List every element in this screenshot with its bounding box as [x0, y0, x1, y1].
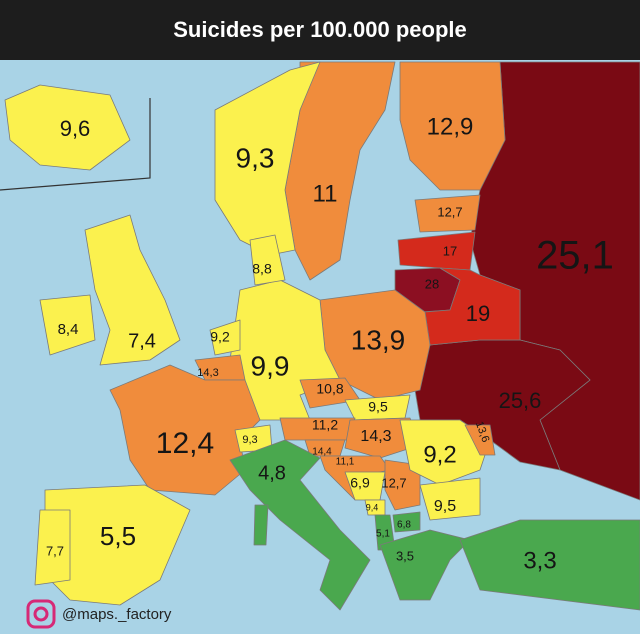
- region-label: 5,1: [376, 529, 390, 540]
- region-label: 12,7: [381, 475, 406, 490]
- uk: [84, 214, 181, 366]
- moldova: [464, 424, 496, 456]
- region-label: 9,6: [60, 116, 91, 141]
- region-label: 8,4: [58, 321, 79, 338]
- region-label: 11,1: [336, 457, 355, 468]
- portugal: [34, 509, 71, 586]
- region-label: 14,3: [197, 367, 218, 379]
- instagram-icon: [26, 599, 56, 629]
- region-label: 12,9: [427, 113, 474, 140]
- region-label: 3,5: [396, 548, 414, 563]
- estonia: [414, 194, 481, 233]
- instagram-icon-lens: [33, 606, 49, 622]
- credit-text: @maps._factory: [62, 606, 172, 623]
- region-label: 28: [425, 276, 439, 291]
- title-bar: [0, 0, 640, 60]
- title: Suicides per 100.000 people: [173, 17, 466, 42]
- region-label: 13,9: [351, 324, 406, 355]
- denmark: [249, 234, 286, 286]
- belarus: [424, 267, 521, 346]
- region-label: 9,3: [242, 434, 257, 446]
- ireland: [39, 294, 96, 356]
- region-label: 6,9: [350, 475, 370, 491]
- region-label: 6,8: [397, 520, 411, 531]
- region-label: 9,5: [434, 498, 456, 515]
- region-label: 7,4: [128, 330, 156, 352]
- greece: [379, 529, 471, 601]
- region-label: 9,2: [423, 441, 456, 468]
- netherlands: [209, 319, 241, 356]
- sardinia: [253, 504, 269, 546]
- france: [109, 364, 261, 496]
- region-label: 8,8: [252, 261, 272, 277]
- inset-line: [0, 98, 151, 191]
- region-label: 7,7: [46, 543, 64, 558]
- labels: 9,6 9,3 11 12,9 12,7 17 28 25,1 19 8,8 8,4 7,4 9,2 14…: [46, 113, 614, 574]
- region-label: 14,3: [360, 428, 391, 445]
- credit: @maps._factory: [26, 599, 172, 629]
- region-label: 9,5: [368, 399, 388, 415]
- region-label: 17: [443, 243, 457, 258]
- region-label: 10,8: [316, 381, 343, 397]
- region-label: 3,3: [523, 547, 556, 574]
- region-label: 9,9: [251, 350, 290, 381]
- region-label: 14,4: [312, 447, 332, 458]
- region-label: 11,2: [312, 417, 338, 433]
- region-label: 4,8: [258, 462, 286, 484]
- norway: [214, 61, 321, 256]
- countries: [4, 61, 640, 611]
- finland: [399, 61, 506, 191]
- region-label: 12,4: [156, 427, 214, 460]
- region-label: 11: [313, 180, 338, 207]
- region-label: 12,7: [437, 204, 462, 219]
- bulgaria: [419, 477, 481, 521]
- romania: [399, 419, 491, 486]
- italy: [229, 439, 371, 611]
- north-macedonia: [392, 511, 421, 533]
- region-label: 5,5: [100, 521, 136, 551]
- region-label: 19: [466, 301, 490, 326]
- region-label: 9,4: [366, 502, 379, 512]
- region-label: 25,1: [536, 234, 614, 278]
- region-label: 9,2: [210, 329, 230, 345]
- turkey: [459, 519, 640, 611]
- region-label: 9,3: [236, 142, 275, 173]
- iceland: [4, 84, 131, 171]
- region-label: 25,6: [499, 388, 542, 413]
